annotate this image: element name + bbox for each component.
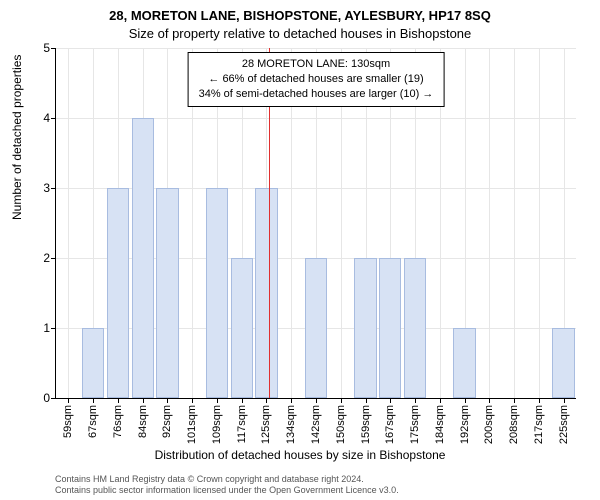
xtick-mark: [291, 398, 292, 403]
xtick-mark: [390, 398, 391, 403]
xtick-mark: [266, 398, 267, 403]
xtick-label: 101sqm: [186, 405, 198, 444]
xtick-label: 150sqm: [335, 405, 347, 444]
ytick-label: 3: [43, 181, 50, 195]
xtick-label: 84sqm: [137, 405, 149, 438]
xtick-label: 59sqm: [62, 405, 74, 438]
footer-attribution: Contains HM Land Registry data © Crown c…: [55, 474, 399, 497]
histogram-bar: [132, 118, 154, 398]
histogram-bar: [107, 188, 129, 398]
xtick-label: 142sqm: [310, 405, 322, 444]
histogram-bar: [404, 258, 426, 398]
ytick-mark: [51, 398, 56, 399]
histogram-bar: [156, 188, 178, 398]
xtick-label: 225sqm: [558, 405, 570, 444]
ytick-label: 2: [43, 251, 50, 265]
page-subtitle: Size of property relative to detached ho…: [0, 26, 600, 41]
gridline-v: [539, 48, 540, 398]
xtick-label: 76sqm: [112, 405, 124, 438]
xtick-mark: [167, 398, 168, 403]
xtick-mark: [564, 398, 565, 403]
histogram-bar: [82, 328, 104, 398]
gridline-v: [514, 48, 515, 398]
page-title: 28, MORETON LANE, BISHOPSTONE, AYLESBURY…: [0, 8, 600, 23]
xtick-mark: [192, 398, 193, 403]
ytick-mark: [51, 328, 56, 329]
ytick-label: 5: [43, 41, 50, 55]
ytick-label: 0: [43, 391, 50, 405]
xtick-mark: [93, 398, 94, 403]
annotation-line2: ← 66% of detached houses are smaller (19…: [199, 72, 434, 87]
y-axis-label: Number of detached properties: [10, 55, 24, 220]
x-axis-label: Distribution of detached houses by size …: [0, 448, 600, 462]
xtick-mark: [366, 398, 367, 403]
histogram-bar: [379, 258, 401, 398]
annotation-callout: 28 MORETON LANE: 130sqm ← 66% of detache…: [188, 52, 445, 107]
histogram-bar: [255, 188, 277, 398]
ytick-label: 1: [43, 321, 50, 335]
xtick-mark: [118, 398, 119, 403]
annotation-line3: 34% of semi-detached houses are larger (…: [199, 87, 434, 102]
xtick-mark: [68, 398, 69, 403]
histogram-bar: [231, 258, 253, 398]
xtick-mark: [316, 398, 317, 403]
xtick-mark: [143, 398, 144, 403]
xtick-label: 134sqm: [285, 405, 297, 444]
xtick-label: 109sqm: [211, 405, 223, 444]
xtick-label: 159sqm: [360, 405, 372, 444]
xtick-label: 167sqm: [384, 405, 396, 444]
xtick-mark: [217, 398, 218, 403]
ytick-label: 4: [43, 111, 50, 125]
chart-container: 28, MORETON LANE, BISHOPSTONE, AYLESBURY…: [0, 0, 600, 500]
ytick-mark: [51, 258, 56, 259]
ytick-mark: [51, 118, 56, 119]
histogram-bar: [453, 328, 475, 398]
xtick-mark: [489, 398, 490, 403]
xtick-label: 92sqm: [161, 405, 173, 438]
xtick-label: 175sqm: [409, 405, 421, 444]
ytick-mark: [51, 188, 56, 189]
footer-line1: Contains HM Land Registry data © Crown c…: [55, 474, 399, 485]
xtick-mark: [415, 398, 416, 403]
xtick-label: 125sqm: [260, 405, 272, 444]
ytick-mark: [51, 48, 56, 49]
xtick-label: 208sqm: [508, 405, 520, 444]
xtick-mark: [440, 398, 441, 403]
histogram-bar: [354, 258, 376, 398]
footer-line2: Contains public sector information licen…: [55, 485, 399, 496]
xtick-mark: [242, 398, 243, 403]
plot-area: 28 MORETON LANE: 130sqm ← 66% of detache…: [55, 48, 576, 399]
xtick-mark: [465, 398, 466, 403]
histogram-bar: [305, 258, 327, 398]
xtick-label: 184sqm: [434, 405, 446, 444]
xtick-mark: [539, 398, 540, 403]
xtick-label: 217sqm: [533, 405, 545, 444]
histogram-bar: [206, 188, 228, 398]
annotation-line1: 28 MORETON LANE: 130sqm: [199, 57, 434, 72]
xtick-label: 67sqm: [87, 405, 99, 438]
xtick-mark: [341, 398, 342, 403]
xtick-mark: [514, 398, 515, 403]
gridline-v: [68, 48, 69, 398]
histogram-bar: [552, 328, 574, 398]
gridline-v: [489, 48, 490, 398]
xtick-label: 200sqm: [483, 405, 495, 444]
xtick-label: 117sqm: [236, 405, 248, 443]
xtick-label: 192sqm: [459, 405, 471, 444]
